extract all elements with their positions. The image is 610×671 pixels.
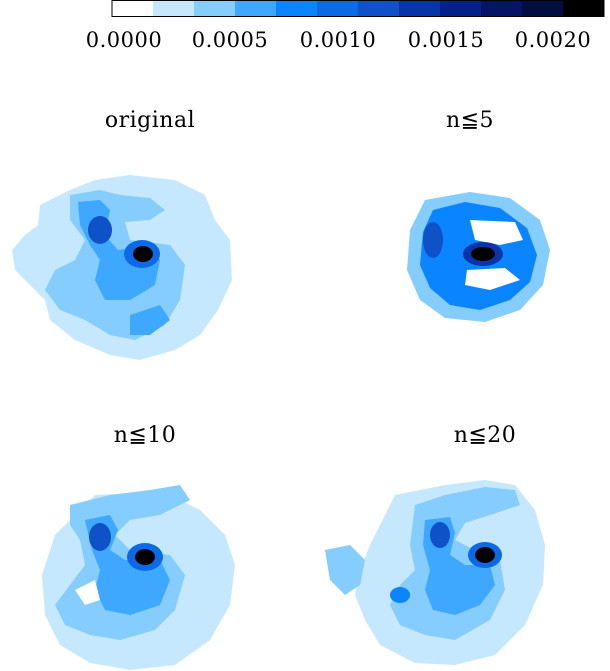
heatmap-region xyxy=(475,547,495,563)
colorbar-tick-label: 0.0000 xyxy=(85,28,163,52)
colorbar-segment xyxy=(440,0,482,16)
colorbar-segment xyxy=(153,0,195,16)
heatmap-region xyxy=(75,580,100,605)
panel-title-n10: n≦10 xyxy=(113,423,177,448)
colorbar-frame xyxy=(111,0,605,17)
colorbar-segment xyxy=(481,0,523,16)
colorbar-segment xyxy=(317,0,359,16)
colorbar-segment xyxy=(399,0,441,16)
colorbar-segment xyxy=(276,0,318,16)
colorbar-segment xyxy=(112,0,154,16)
colorbar-segment xyxy=(358,0,400,16)
colorbar-tick-label: 0.0010 xyxy=(299,28,377,52)
heatmap-original xyxy=(12,175,232,360)
colorbar-tick-label: 0.0005 xyxy=(191,28,269,52)
heatmap-region xyxy=(465,268,520,290)
heatmap-region xyxy=(89,523,111,551)
heatmap-n10 xyxy=(42,485,235,670)
heatmap-region xyxy=(130,305,170,335)
colorbar-segment xyxy=(235,0,277,16)
heatmap-region xyxy=(423,222,443,258)
heatmap-region xyxy=(471,247,495,261)
colorbar-segment xyxy=(194,0,236,16)
panel-title-original: original xyxy=(104,108,196,133)
heatmap-n20 xyxy=(325,480,545,665)
heatmap-region xyxy=(390,587,410,603)
panel-title-n20: n≦20 xyxy=(453,423,517,448)
colorbar-tick-label: 0.0015 xyxy=(407,28,485,52)
heatmap-region xyxy=(325,545,365,595)
heatmap-region xyxy=(470,220,523,245)
colorbar-segment xyxy=(563,0,605,16)
colorbar-tick-label: 0.0020 xyxy=(514,28,592,52)
heatmap-region xyxy=(133,246,153,262)
panel-title-n5: n≦5 xyxy=(445,108,495,133)
heatmap-region xyxy=(430,522,450,548)
heatmap-region xyxy=(135,549,155,565)
heatmap-n5 xyxy=(407,192,550,322)
heatmap-region xyxy=(88,216,112,244)
colorbar xyxy=(111,0,605,17)
colorbar-segment xyxy=(522,0,564,16)
